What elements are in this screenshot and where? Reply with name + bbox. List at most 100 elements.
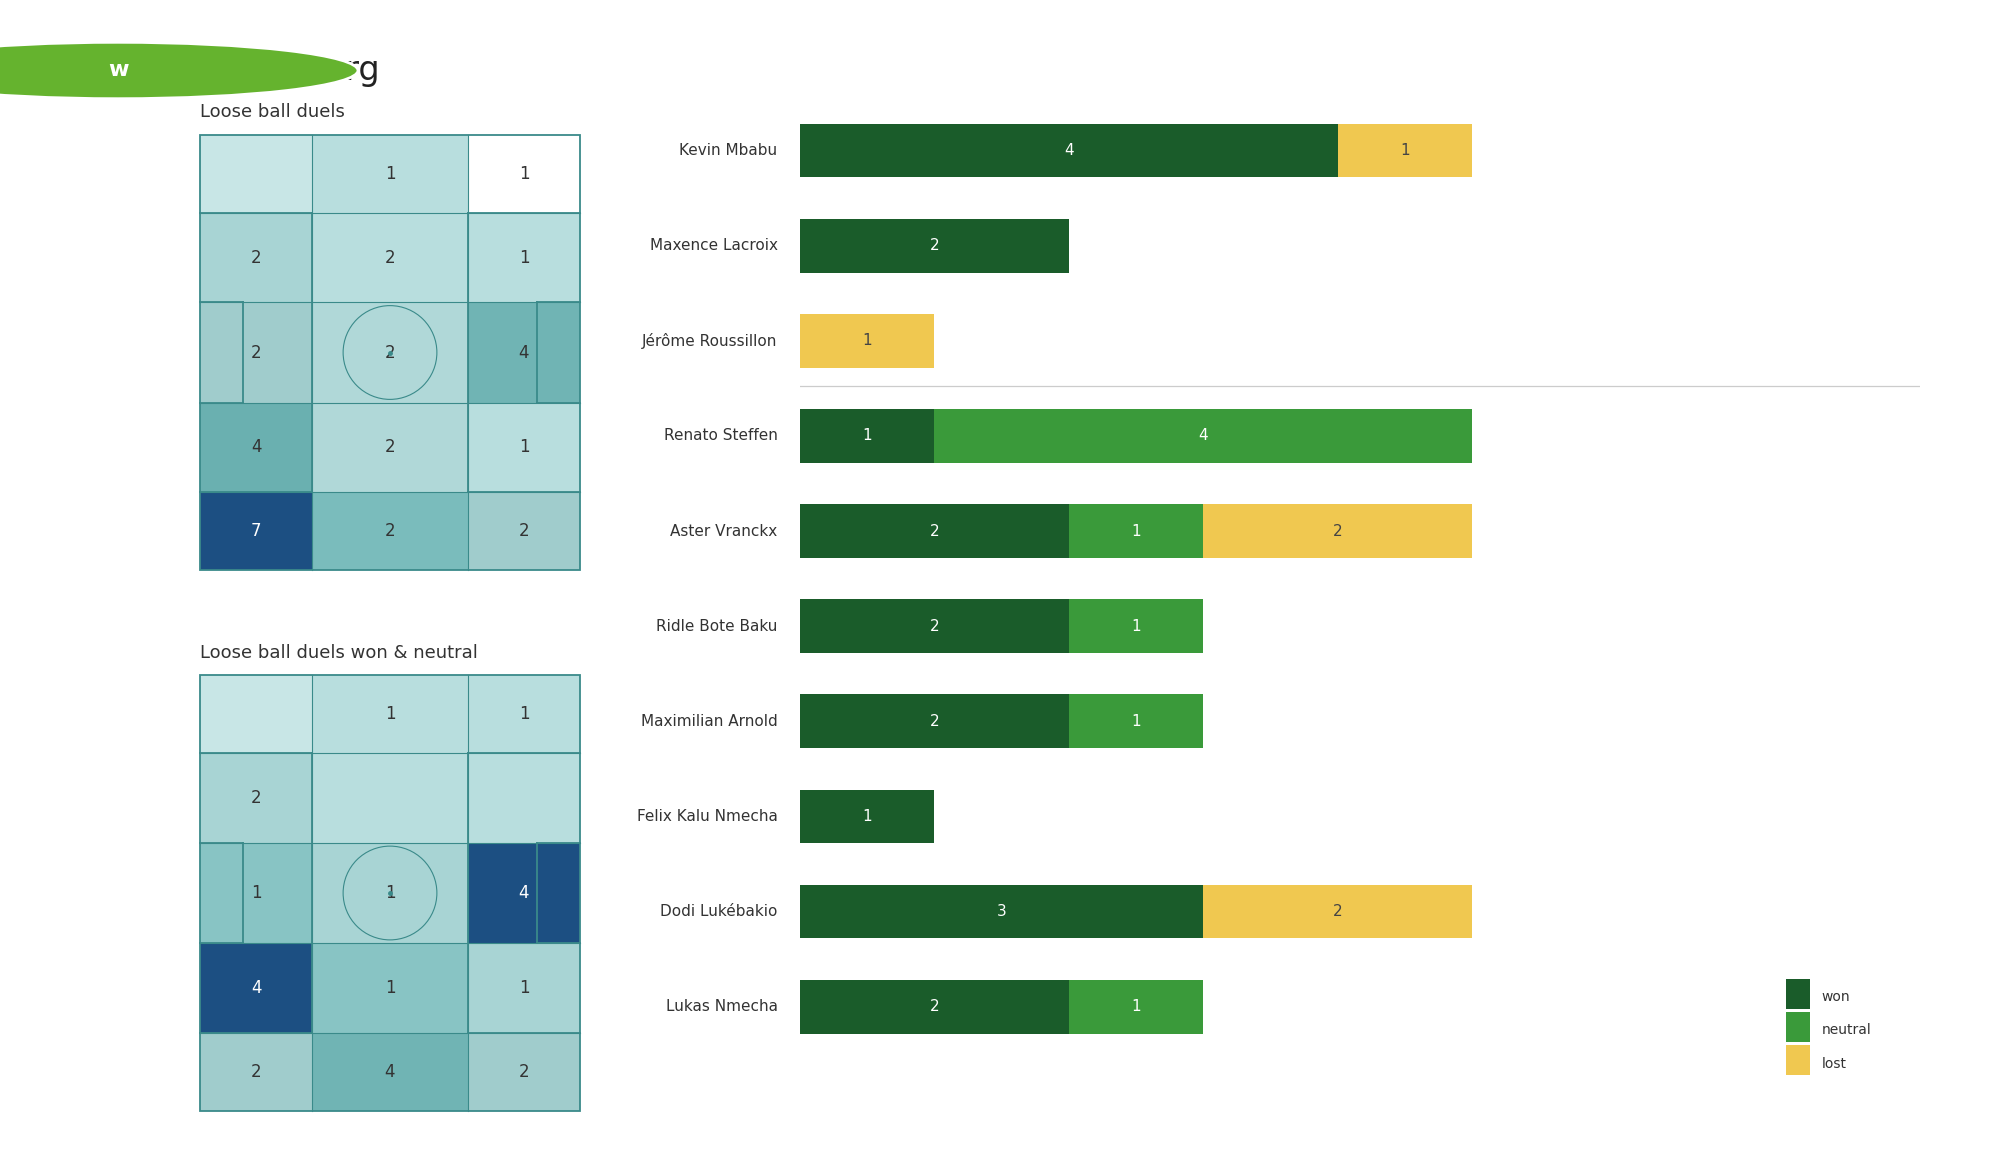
Bar — [200, 1033, 312, 1110]
Text: Wolfsburg: Wolfsburg — [214, 54, 380, 87]
Text: 2: 2 — [384, 522, 396, 541]
Text: Dodi Lukébakio: Dodi Lukébakio — [660, 904, 778, 919]
FancyBboxPatch shape — [1204, 885, 1472, 939]
FancyBboxPatch shape — [800, 599, 1068, 653]
Bar — [200, 753, 312, 842]
Bar — [468, 842, 580, 944]
Bar — [468, 213, 580, 302]
Bar — [312, 403, 468, 492]
FancyBboxPatch shape — [800, 885, 1204, 939]
Bar — [200, 302, 312, 403]
Text: 2: 2 — [384, 343, 396, 362]
FancyBboxPatch shape — [800, 504, 1068, 558]
Bar — [312, 135, 468, 213]
Text: Lukas Nmecha: Lukas Nmecha — [666, 999, 778, 1014]
FancyBboxPatch shape — [800, 219, 1068, 273]
FancyBboxPatch shape — [1786, 1012, 1810, 1042]
Bar — [200, 135, 312, 213]
Text: Felix Kalu Nmecha: Felix Kalu Nmecha — [636, 808, 778, 824]
Text: 1: 1 — [384, 165, 396, 183]
Text: 2: 2 — [518, 522, 530, 541]
Text: 1: 1 — [384, 884, 396, 902]
Text: 1: 1 — [1132, 999, 1140, 1014]
Bar — [312, 753, 468, 842]
FancyBboxPatch shape — [800, 409, 934, 463]
FancyBboxPatch shape — [800, 790, 934, 844]
Bar — [200, 492, 312, 570]
Text: 1: 1 — [384, 979, 396, 996]
Text: 4: 4 — [1064, 143, 1074, 157]
FancyBboxPatch shape — [800, 694, 1068, 748]
FancyBboxPatch shape — [1068, 694, 1204, 748]
Text: 2: 2 — [250, 249, 262, 267]
Bar — [468, 676, 580, 753]
Bar — [468, 944, 580, 1033]
Bar — [468, 753, 580, 842]
FancyBboxPatch shape — [1338, 123, 1472, 177]
FancyBboxPatch shape — [1068, 504, 1204, 558]
Text: 4: 4 — [250, 438, 262, 456]
FancyBboxPatch shape — [800, 980, 1068, 1034]
Text: 1: 1 — [862, 808, 872, 824]
Text: 2: 2 — [930, 999, 940, 1014]
FancyBboxPatch shape — [934, 409, 1472, 463]
FancyBboxPatch shape — [1786, 1046, 1810, 1075]
FancyBboxPatch shape — [1204, 504, 1472, 558]
Bar — [312, 492, 468, 570]
Text: 1: 1 — [384, 705, 396, 724]
Text: 1: 1 — [250, 884, 262, 902]
Bar — [312, 213, 468, 302]
Text: 4: 4 — [518, 343, 530, 362]
Text: 2: 2 — [518, 1062, 530, 1081]
Text: lost: lost — [1822, 1056, 1846, 1070]
Text: Kevin Mbabu: Kevin Mbabu — [680, 143, 778, 157]
Text: 1: 1 — [1132, 618, 1140, 633]
Text: 2: 2 — [1332, 524, 1342, 538]
Text: neutral: neutral — [1822, 1023, 1872, 1038]
FancyBboxPatch shape — [800, 123, 1338, 177]
FancyBboxPatch shape — [1068, 980, 1204, 1034]
Text: 4: 4 — [384, 1062, 396, 1081]
Text: Jérôme Roussillon: Jérôme Roussillon — [642, 333, 778, 349]
Text: Loose ball duels: Loose ball duels — [200, 103, 346, 121]
Text: Maxence Lacroix: Maxence Lacroix — [650, 239, 778, 253]
Text: 1: 1 — [518, 249, 530, 267]
Text: Aster Vranckx: Aster Vranckx — [670, 524, 778, 538]
Bar — [312, 842, 468, 944]
FancyBboxPatch shape — [1068, 599, 1204, 653]
Bar — [312, 944, 468, 1033]
Bar — [312, 302, 468, 403]
Text: 1: 1 — [518, 438, 530, 456]
Bar — [312, 1033, 468, 1110]
Bar — [468, 1033, 580, 1110]
Text: Maximilian Arnold: Maximilian Arnold — [640, 713, 778, 728]
Text: 3: 3 — [996, 904, 1006, 919]
Text: 2: 2 — [1332, 904, 1342, 919]
Text: won: won — [1822, 991, 1850, 1005]
Bar — [200, 676, 312, 753]
Text: 2: 2 — [384, 438, 396, 456]
Text: 2: 2 — [930, 713, 940, 728]
Circle shape — [0, 42, 358, 99]
Text: 2: 2 — [930, 239, 940, 253]
Text: w: w — [108, 60, 128, 81]
Bar — [200, 944, 312, 1033]
Text: 1: 1 — [518, 165, 530, 183]
Text: 1: 1 — [862, 429, 872, 443]
Text: 4: 4 — [518, 884, 530, 902]
Text: 2: 2 — [250, 343, 262, 362]
Bar — [200, 403, 312, 492]
Text: 1: 1 — [1132, 524, 1140, 538]
Text: Loose ball duels won & neutral: Loose ball duels won & neutral — [200, 644, 478, 662]
Text: 4: 4 — [1198, 429, 1208, 443]
Bar — [468, 302, 580, 403]
Text: 2: 2 — [930, 618, 940, 633]
Bar — [200, 842, 312, 944]
Text: 2: 2 — [250, 1062, 262, 1081]
Text: 2: 2 — [930, 524, 940, 538]
Bar — [312, 676, 468, 753]
Text: 4: 4 — [250, 979, 262, 996]
Text: 1: 1 — [1132, 713, 1140, 728]
Bar — [468, 492, 580, 570]
Bar — [468, 135, 580, 213]
